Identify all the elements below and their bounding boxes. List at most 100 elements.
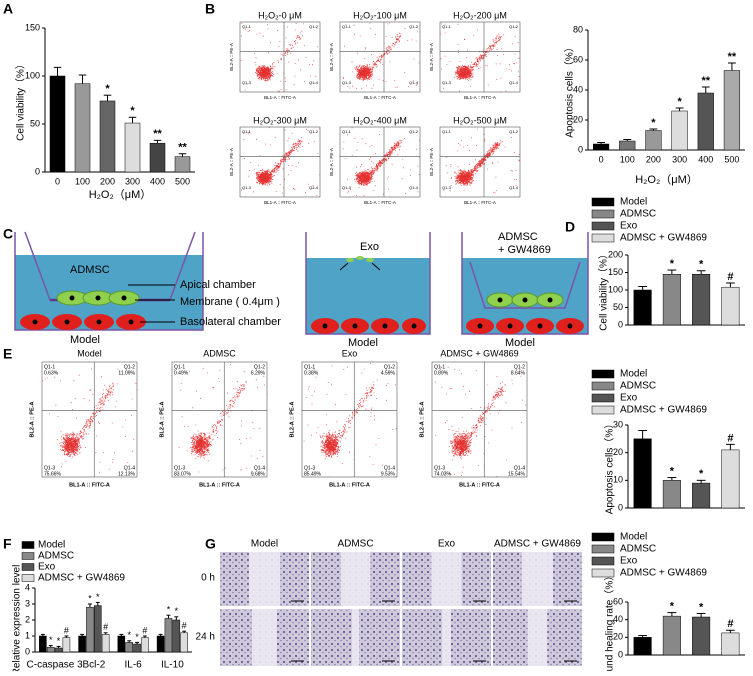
bar	[619, 140, 636, 151]
legend-label: ADMSC + GW4869	[38, 573, 125, 584]
column-label: Model	[251, 539, 278, 550]
scratch-gap	[252, 609, 277, 666]
legend-label: Exo	[620, 393, 638, 404]
x-axis-label: BL1-A :: FITC-A	[329, 482, 370, 488]
x-tick-label: 400	[698, 154, 713, 164]
well	[14, 232, 204, 331]
event-dots	[440, 23, 521, 93]
quadrant-value: 0.63%	[44, 370, 59, 376]
bar	[633, 438, 652, 509]
significance-marker: **	[701, 75, 710, 87]
scratch-gap	[431, 552, 462, 606]
quadrant-name: Q1-2	[409, 129, 419, 134]
significance-marker: **	[178, 142, 187, 154]
bar	[692, 274, 711, 326]
legend-swatch	[21, 563, 35, 571]
bar	[662, 480, 681, 509]
event-dots	[42, 368, 138, 473]
x-tick-label: 200	[100, 176, 115, 186]
quadrant-name: Q1-3	[442, 80, 452, 85]
scratch-gap	[442, 609, 451, 666]
model-cells	[311, 318, 426, 334]
y-axis-label: Apoptosis cells（%）	[564, 42, 576, 138]
quadrant-name: Q1-1	[44, 364, 55, 370]
significance-marker: #	[182, 621, 187, 631]
y-axis-label: Apoptosis cells（%）	[604, 419, 616, 515]
event-dots	[343, 22, 421, 90]
bar	[721, 449, 740, 509]
legend-swatch	[591, 221, 615, 231]
flow-plot: Q1-1 Q1-2 Q1-3 Q1-4 ADMSC 0.49% 6.29% 83.07% 9.6…	[159, 348, 268, 488]
panel-label: G	[205, 536, 216, 552]
y-axis-label: BL2-A :: PE-A	[329, 43, 334, 71]
diagram-label: Model	[70, 334, 100, 346]
quadrant-name: Q1-3	[242, 185, 252, 190]
plot-frame	[431, 361, 528, 478]
plot-title: Exo	[342, 348, 358, 358]
bar	[633, 289, 652, 326]
quadrant-value: 11.09%	[118, 370, 135, 376]
plot-frame	[41, 361, 138, 478]
significance-marker: #	[64, 625, 69, 635]
legend-swatch	[591, 544, 615, 554]
quadrant-name: Q1-1	[434, 364, 445, 370]
diagram-label: Model	[505, 337, 535, 349]
quadrant-name: Q1-1	[304, 364, 315, 370]
y-axis-label: Relative expression level	[12, 565, 23, 671]
bar	[46, 646, 55, 653]
x-tick-label: IL-10	[161, 660, 184, 671]
x-tick-label: 300	[672, 154, 687, 164]
quadrant-name: Q1-2	[409, 24, 419, 29]
scratch-gap	[248, 552, 281, 606]
x-tick-label: 100	[620, 154, 635, 164]
legend-swatch	[591, 233, 615, 243]
legend-swatch	[591, 197, 615, 207]
quadrant-name: Q1-3	[442, 185, 452, 190]
quadrant-value: 9.53%	[381, 471, 396, 477]
well	[305, 232, 431, 335]
scratch-gap	[351, 609, 360, 666]
y-axis-label: BL2-A :: PE-A	[289, 402, 295, 438]
legend-label: Model	[620, 197, 647, 208]
y-tick-label: 80	[573, 24, 583, 34]
quadrant-value: 74.03%	[434, 471, 452, 477]
diagram-label: Membrane ( 0.4μm )	[180, 296, 280, 308]
y-axis-label: BL2-A :: PE-A	[159, 402, 165, 438]
x-tick-label: 500	[724, 154, 739, 164]
plot-frame	[239, 126, 321, 198]
y-tick-label: 3	[25, 598, 30, 608]
bar	[692, 482, 711, 509]
y-axis-label: BL2-A :: PE-A	[419, 402, 425, 438]
significance-marker: *	[175, 606, 179, 616]
significance-marker: #	[103, 622, 108, 632]
plot-title: H₂O₂-200 μM	[453, 10, 507, 20]
quadrant-name: Q1-1	[342, 24, 352, 29]
y-tick-label: 0	[25, 646, 30, 656]
x-tick-label: 500	[175, 176, 190, 186]
quadrant-value: 4.59%	[381, 370, 396, 376]
y-tick-label: 4	[25, 582, 30, 592]
significance-marker: *	[135, 632, 139, 642]
significance-marker: *	[127, 630, 131, 640]
quadrant-value: 83.07%	[174, 471, 192, 477]
bar	[592, 143, 610, 151]
x-axis-label: BL1-A :: FITC-A	[459, 482, 500, 488]
admsc-cells	[56, 290, 140, 306]
x-tick-label: C-caspase 3	[27, 660, 84, 671]
y-axis-label: BL2-A :: PE-A	[429, 148, 434, 176]
bar	[172, 619, 181, 653]
y-tick-label: 100	[608, 284, 623, 294]
quadrant-value: 85.49%	[304, 471, 322, 477]
significance-marker: #	[727, 432, 733, 444]
bar	[78, 635, 86, 653]
quadrant-name: Q1-3	[304, 465, 315, 471]
legend-label: Model	[38, 540, 65, 551]
y-tick-label: 0	[578, 144, 583, 154]
bar	[723, 70, 741, 151]
x-tick-label: 0	[55, 176, 60, 186]
event-dots	[303, 362, 397, 478]
